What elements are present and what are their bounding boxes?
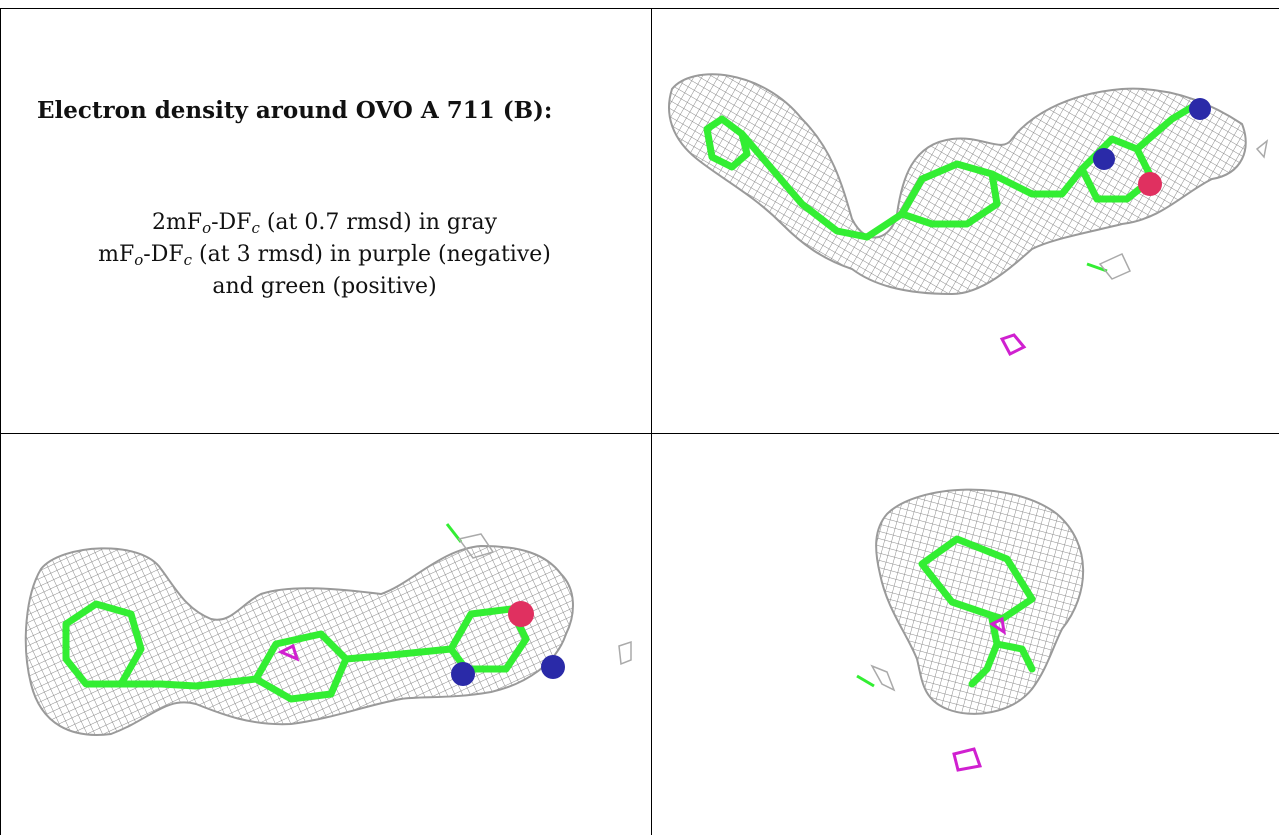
ligand-sticks (62, 600, 530, 703)
difference-map-green (445, 523, 495, 559)
atom-oxygen (1138, 172, 1162, 196)
atom-nitrogen-2 (541, 655, 565, 679)
mesh-fragment-right (1255, 139, 1269, 159)
ligand-sticks (918, 535, 1036, 688)
mesh-fragment-right (618, 640, 632, 666)
figure-title: Electron density around OVO A 711 (B): (37, 97, 553, 124)
density-image-top-right (668, 73, 1269, 356)
atom-nitrogen-1 (451, 662, 475, 686)
legend-line-fo: mFo-DFc (at 3 rmsd) in purple (negative) (98, 242, 551, 269)
density-image-bottom-right (856, 488, 1085, 772)
difference-map-purple (277, 643, 300, 662)
caption-cell: Electron density around OVO A 711 (B): 2… (1, 9, 651, 433)
density-image-bottom-left (24, 523, 632, 736)
view-bottom-right (652, 434, 1279, 835)
legend-text: 2mFo-DFc (at 0.7 rmsd) in gray mFo-DFc (… (37, 207, 612, 303)
atom-nitrogen-2 (1189, 98, 1211, 120)
grid-top-border (0, 8, 1279, 9)
mesh-density-gray (875, 488, 1085, 715)
atom-nitrogen-1 (1093, 148, 1115, 170)
view-top-right (652, 9, 1279, 433)
difference-map-green (856, 664, 896, 692)
difference-map-purple (952, 747, 983, 772)
legend-line-positive: and green (positive) (212, 274, 437, 299)
view-bottom-left (1, 434, 651, 835)
difference-map-purple (999, 333, 1027, 356)
grid-left-border (0, 8, 1, 835)
grid-center-divider (651, 8, 652, 835)
difference-map-purple-small (989, 616, 1007, 636)
difference-map-green (1086, 253, 1132, 280)
grid-middle-divider (0, 433, 1279, 434)
atom-oxygen (508, 601, 534, 627)
legend-line-2fo: 2mFo-DFc (at 0.7 rmsd) in gray (151, 210, 498, 237)
